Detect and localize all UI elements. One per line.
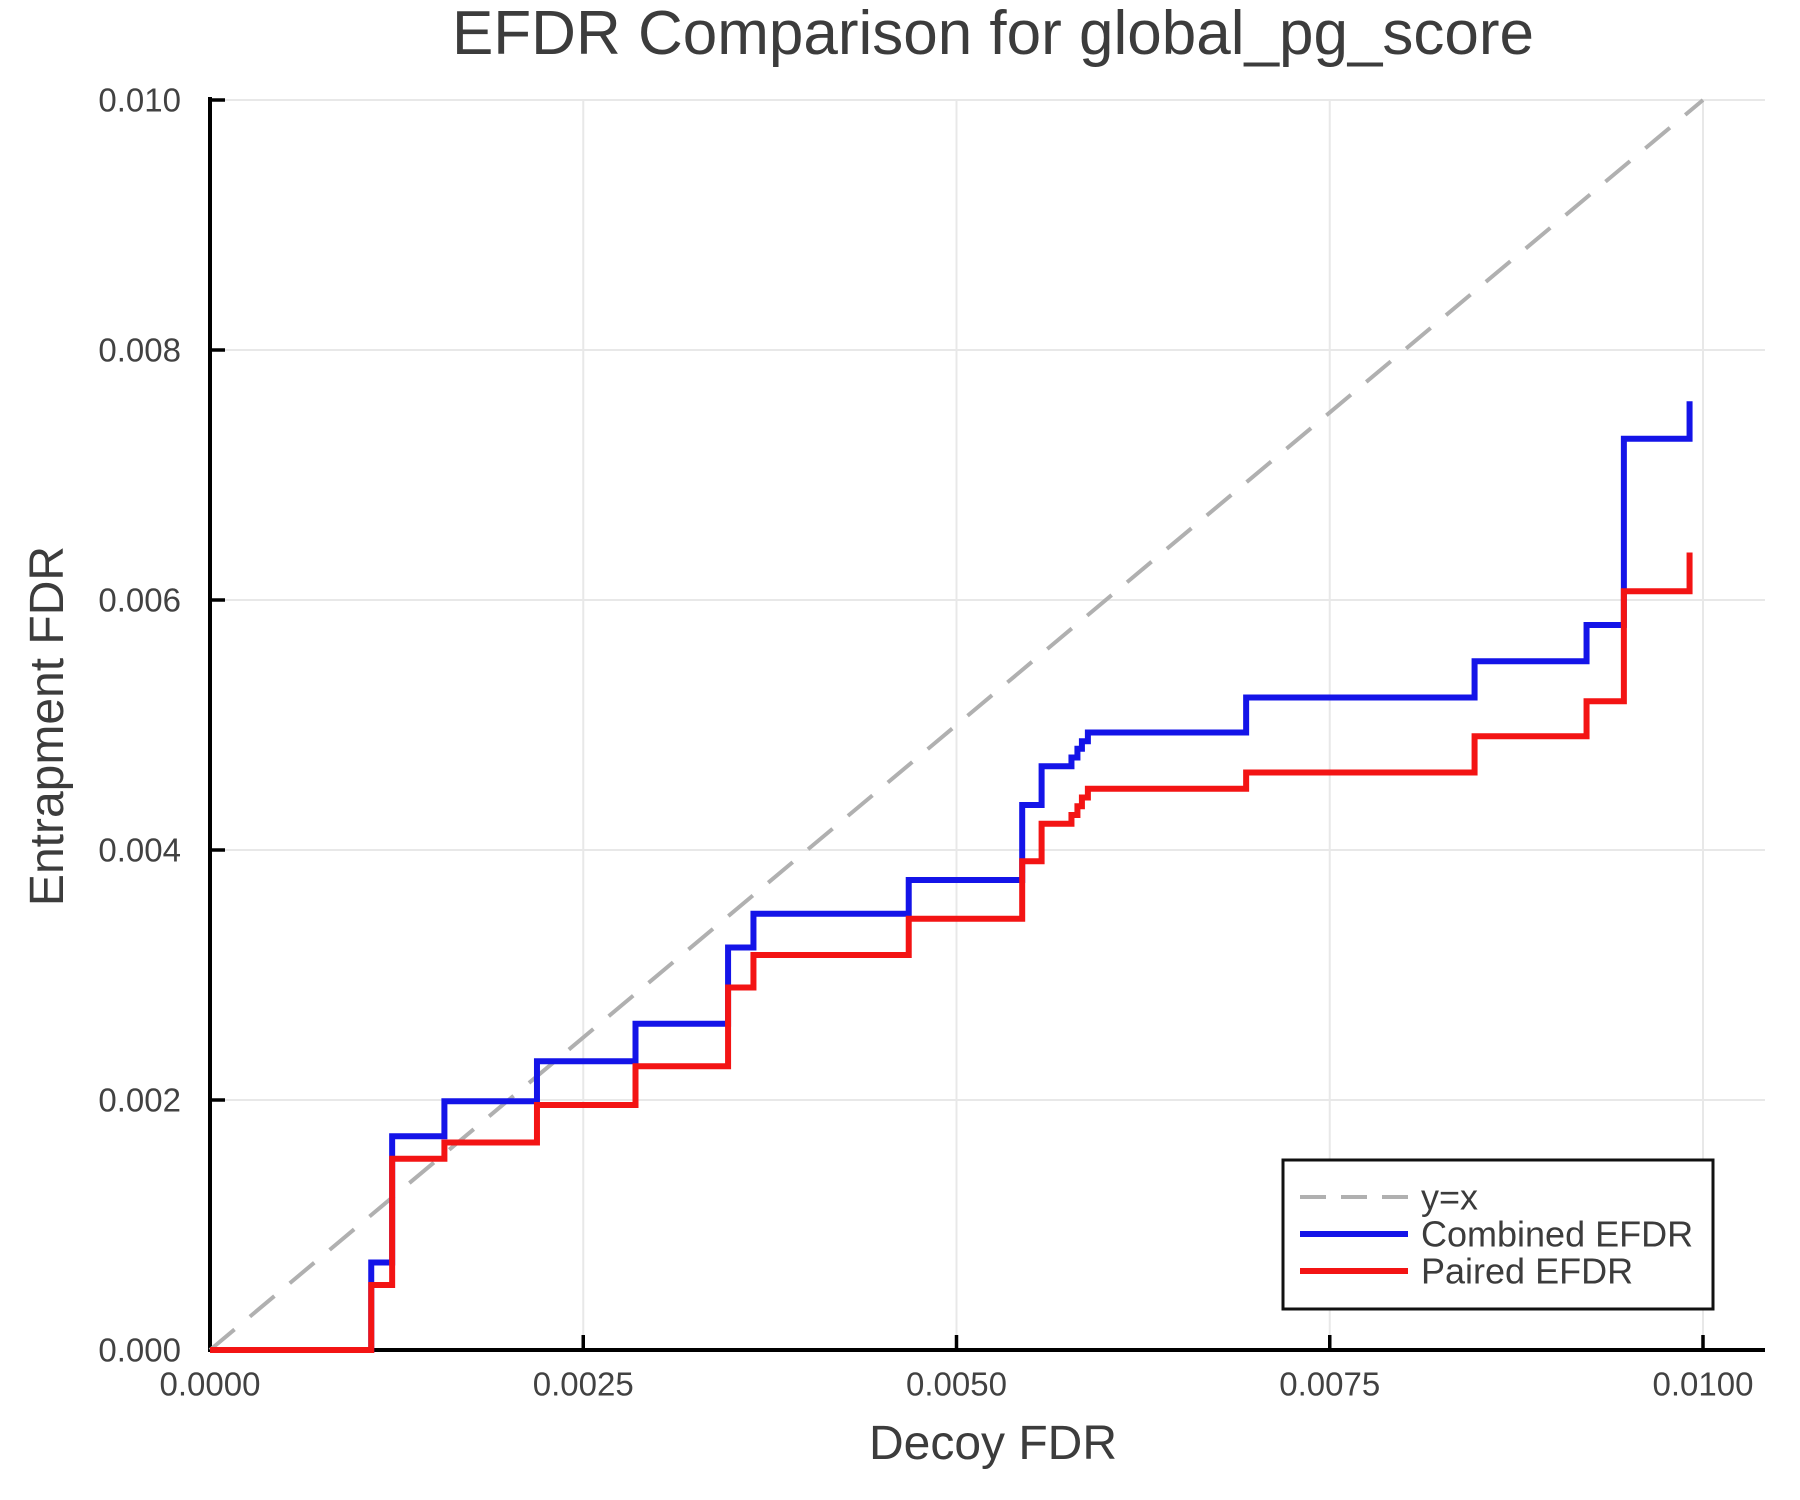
x-tick-label: 0.0025 <box>533 1366 634 1403</box>
x-tick-label: 0.0100 <box>1653 1366 1754 1403</box>
combined-efdr-line <box>210 401 1693 1353</box>
legend-label-identity: y=x <box>1421 1177 1478 1218</box>
series-lines <box>208 98 1705 1353</box>
legend-label-combined-efdr: Combined EFDR <box>1421 1214 1693 1255</box>
x-tick-label: 0.0000 <box>160 1366 261 1403</box>
tick-labels: 0.0000 0.0025 0.0050 0.0075 0.0100 0.000 0.002… <box>98 82 1753 1403</box>
x-tick-label: 0.0050 <box>906 1366 1007 1403</box>
y-tick-label: 0.002 <box>98 1082 181 1119</box>
y-tick-label: 0.008 <box>98 332 181 369</box>
legend: y=x Combined EFDR Paired EFDR <box>1281 1158 1715 1311</box>
legend-label-paired-efdr: Paired EFDR <box>1421 1251 1633 1292</box>
axes <box>208 97 1765 1352</box>
chart-title: EFDR Comparison for global_pg_score <box>452 0 1534 68</box>
y-axis-label: Entrapment FDR <box>21 546 74 906</box>
y-tick-label: 0.010 <box>98 82 181 119</box>
x-axis-label: Decoy FDR <box>869 1417 1117 1470</box>
y-tick-label: 0.004 <box>98 832 181 869</box>
gridlines <box>210 99 1765 1350</box>
paired-efdr-line <box>210 552 1693 1353</box>
x-tick-label: 0.0075 <box>1279 1366 1380 1403</box>
y-tick-label: 0.006 <box>98 582 181 619</box>
y-tick-label: 0.000 <box>98 1332 181 1369</box>
